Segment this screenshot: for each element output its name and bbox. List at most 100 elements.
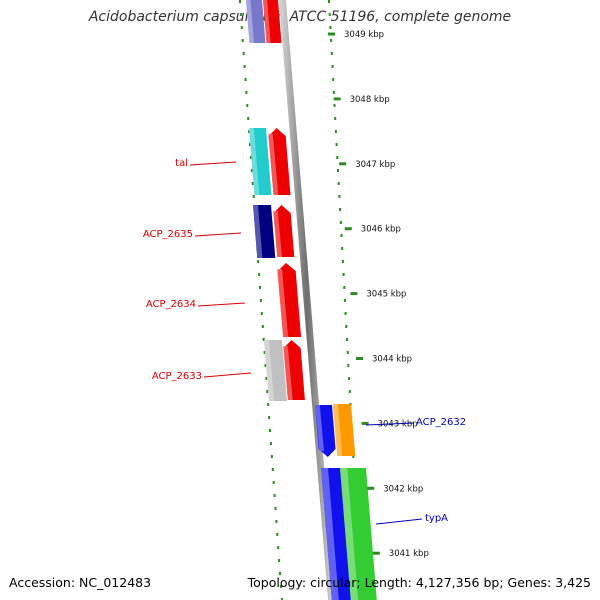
guide-dot (330, 52, 333, 55)
guide-dot (266, 390, 269, 393)
guide-dot (352, 455, 355, 458)
tick-mark: 3045 kbp (350, 290, 406, 300)
guide-dot (270, 455, 273, 458)
tick-label: 3049 kbp (344, 30, 384, 40)
gene-label-text: typA (425, 513, 448, 524)
guide-dot (331, 65, 334, 68)
guide-dot (339, 208, 342, 211)
gene-label-text: ACP_2634 (146, 299, 196, 310)
tick-label: 3047 kbp (355, 160, 395, 170)
guide-dot (269, 442, 272, 445)
guide-dot (241, 39, 244, 42)
tick-mark: 3047 kbp (339, 160, 395, 170)
guide-dot (279, 585, 282, 588)
gene-label-text: ACP_2632 (416, 417, 466, 428)
guide-dot (273, 494, 276, 497)
guide-dot (244, 78, 247, 81)
guide-dot (265, 377, 268, 380)
guide-dot (248, 130, 251, 133)
guide-dot (340, 234, 343, 237)
guide-dot (277, 546, 280, 549)
gene-label-text: ACP_2635 (143, 229, 193, 240)
tick-label: 3044 kbp (372, 355, 412, 365)
guide-dot (335, 143, 338, 146)
guide-dot (269, 429, 271, 432)
guide-dot (341, 260, 344, 263)
guide-dot (330, 39, 333, 42)
tick-mark: 3048 kbp (333, 95, 390, 105)
gene-feature-block (264, 340, 287, 401)
gene-feature-block (315, 405, 336, 457)
guide-dot (348, 377, 351, 380)
gene-feature-block (283, 340, 305, 400)
guide-dot (262, 338, 265, 341)
guide-dot (252, 195, 255, 198)
guide-dot (341, 247, 344, 250)
gene-feature-block (340, 468, 377, 600)
guide-dot (251, 182, 254, 185)
guide-dot (328, 13, 331, 16)
tick-mark: 3043 kbp (361, 419, 418, 429)
guide-dot (275, 520, 278, 523)
guide-dot (337, 169, 339, 172)
guide-dot (345, 325, 348, 328)
guide-dot (243, 65, 246, 68)
guide-dot (267, 403, 270, 406)
gene-label: ACP_2632 (365, 417, 466, 428)
guide-dot (246, 104, 249, 107)
guide-dot (250, 169, 253, 172)
guide-dot (346, 338, 348, 341)
guide-dot (259, 286, 261, 289)
guide-dot (328, 0, 330, 3)
guide-dot (339, 221, 342, 224)
guide-dot (271, 468, 274, 471)
gene-feature-block (273, 205, 295, 257)
guide-dot (274, 507, 277, 510)
guide-dot (347, 364, 350, 367)
guide-dot (329, 26, 332, 29)
map-title: Acidobacterium capsulatum ATCC 51196, co… (88, 9, 512, 25)
guide-dot (334, 117, 337, 120)
guide-dot (332, 91, 335, 94)
guide-dot (240, 26, 243, 29)
guide-dot (337, 182, 340, 185)
gene-label: tal (175, 158, 237, 169)
guide-dot (343, 286, 346, 289)
guide-dot (346, 351, 349, 354)
guide-dot (245, 91, 248, 94)
gene-feature-block (263, 0, 282, 43)
tick-label: 3048 kbp (350, 95, 390, 105)
gene-label: ACP_2634 (146, 299, 246, 310)
tick-label: 3046 kbp (361, 225, 401, 235)
guide-dot (261, 325, 264, 328)
kbp-axis: 3049 kbp 3048 kbp 3047 kbp 3046 kbp 3045 kbp… (328, 30, 429, 559)
tick-label: 3041 kbp (389, 549, 429, 559)
gene-feature-block (333, 404, 356, 456)
gene-label: typA (375, 513, 448, 525)
genome-backbone (278, 0, 336, 600)
guide-dot (332, 78, 335, 81)
accession-text: Accession: NC_012483 (9, 575, 152, 590)
guide-dot (272, 481, 275, 484)
gene-feature-block (246, 0, 266, 43)
guide-dot (333, 104, 336, 107)
tick-mark: 3044 kbp (356, 355, 412, 365)
tick-label: 3042 kbp (383, 484, 423, 494)
guide-dot (343, 299, 346, 302)
gene-label-text: tal (175, 158, 188, 169)
guide-dot (249, 143, 251, 146)
genome-stats-text: Topology: circular; Length: 4,127,356 bp… (247, 575, 591, 590)
gene-feature-block (277, 263, 302, 337)
guide-dot (344, 312, 347, 315)
guide-dot (247, 117, 250, 120)
guide-dot (336, 156, 339, 159)
gene-label-text: ACP_2633 (152, 371, 202, 382)
guide-dot (249, 156, 252, 159)
guide-dot (334, 130, 337, 133)
tick-mark: 3042 kbp (367, 484, 423, 494)
guide-dot (264, 364, 267, 367)
gene-feature-block (249, 128, 272, 195)
gene-label: ACP_2635 (143, 229, 242, 240)
